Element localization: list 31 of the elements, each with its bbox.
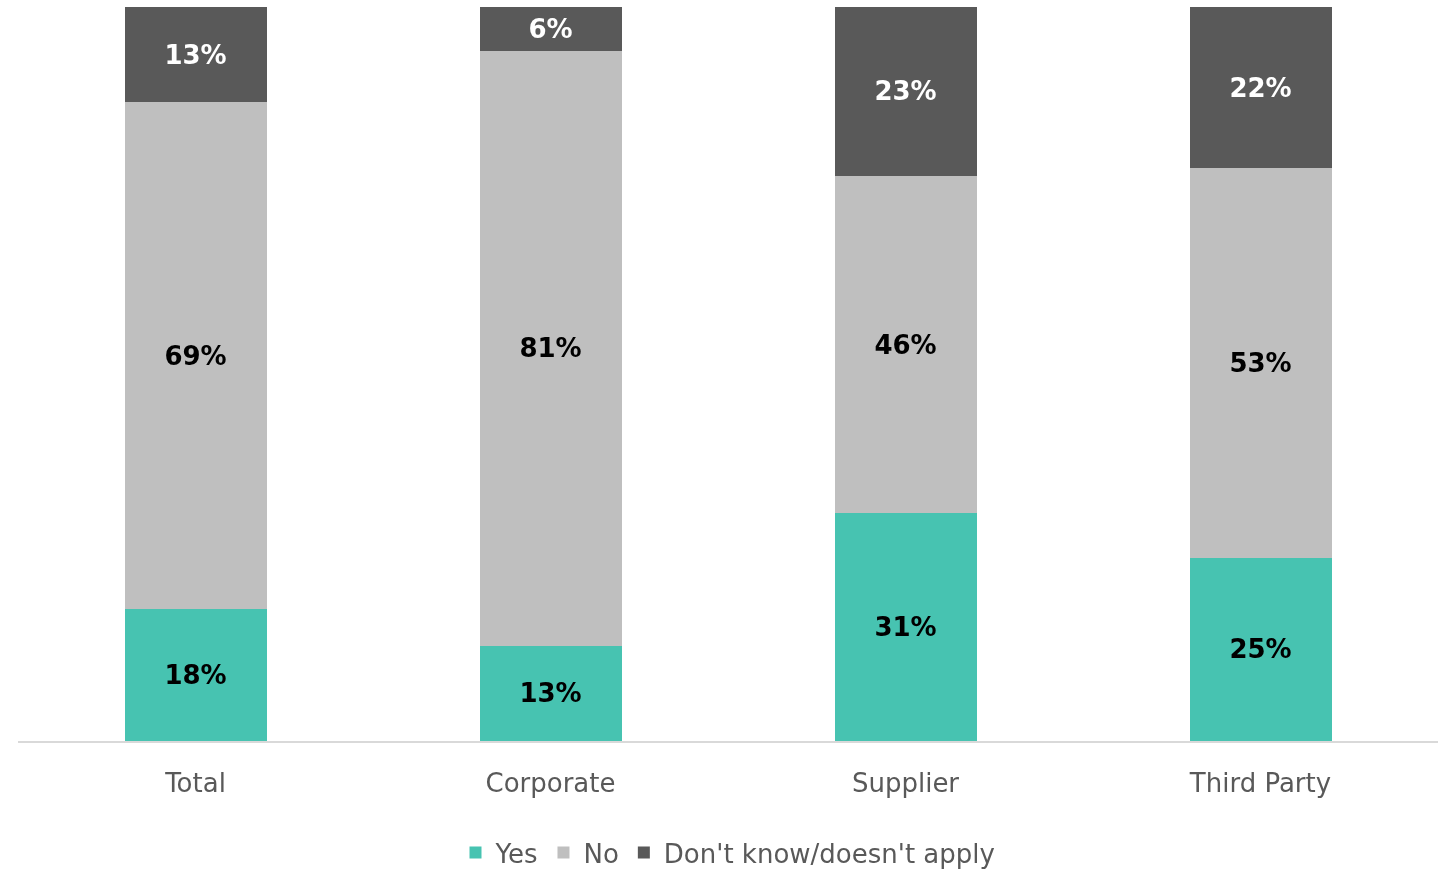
data-label: 53%	[1229, 347, 1292, 378]
bar	[1189, 557, 1332, 741]
data-label: 25%	[1229, 634, 1292, 665]
data-label: 13%	[164, 39, 227, 70]
legend-label: No	[583, 838, 619, 869]
bar	[124, 608, 267, 741]
data-label: 13%	[519, 678, 582, 709]
bar	[479, 7, 622, 52]
data-label: 6%	[528, 14, 573, 45]
bar	[479, 645, 622, 741]
data-label: 18%	[164, 659, 227, 690]
data-label: 31%	[874, 612, 937, 643]
bar	[124, 102, 267, 609]
x-tick-label: Third Party	[1188, 768, 1332, 799]
legend-label: Yes	[494, 838, 538, 869]
x-tick-label: Total	[164, 768, 226, 799]
data-label: 22%	[1229, 72, 1292, 103]
bar	[834, 7, 977, 176]
bar	[1189, 7, 1332, 169]
bar	[834, 175, 977, 514]
data-label: 69%	[164, 340, 227, 371]
x-tick-label: Supplier	[851, 768, 960, 799]
bar	[124, 7, 267, 103]
bar	[1189, 168, 1332, 558]
bar	[479, 51, 622, 646]
data-label: 46%	[874, 329, 937, 360]
data-label: 81%	[519, 333, 582, 364]
x-tick-label: Corporate	[485, 768, 616, 799]
data-label: 23%	[874, 76, 937, 107]
legend-label: Don't know/doesn't apply	[663, 838, 995, 869]
bar	[834, 513, 977, 741]
